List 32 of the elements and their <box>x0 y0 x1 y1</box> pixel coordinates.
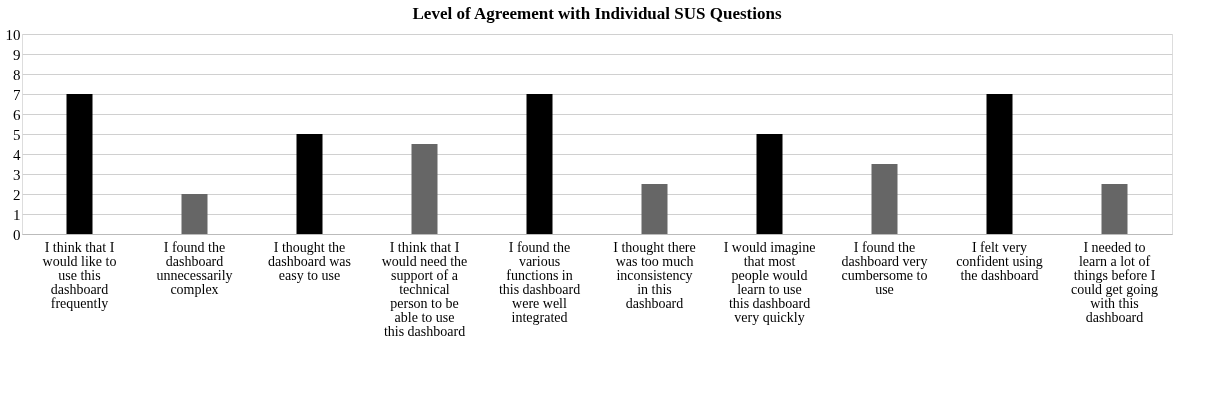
x-tick-label: I needed to learn a lot of things before I could get going with this dashboard <box>1070 239 1159 325</box>
y-tick-label: 8 <box>13 66 21 83</box>
y-tick-label: 10 <box>5 26 21 43</box>
y-tick-label: 5 <box>13 126 21 143</box>
x-tick-label: I found the dashboard unnecessarily complex <box>156 239 233 297</box>
chart-title: Level of Agreement with Individual SUS Questions <box>412 4 782 23</box>
x-tick-label: I think that I would like to use this dashboard frequently <box>42 239 117 311</box>
x-tick-label: I found the various functions in this dashboard were well integrated <box>498 239 581 325</box>
bar <box>986 94 1013 234</box>
y-tick-label: 7 <box>13 86 21 103</box>
x-tick-label: I think that I would need the support of a technical person to be able to use this dashboard <box>381 239 468 339</box>
bar <box>526 94 553 234</box>
bar <box>1101 184 1128 234</box>
y-tick-label: 1 <box>13 206 21 223</box>
y-tick-label: 6 <box>13 106 21 123</box>
y-tick-label: 9 <box>13 46 21 63</box>
bar <box>641 184 668 234</box>
bar <box>756 134 783 234</box>
y-tick-label: 0 <box>13 226 21 243</box>
x-tick-label: I thought there was too much inconsistency in this dashboard <box>613 239 696 311</box>
y-tick-label: 2 <box>13 186 21 203</box>
y-tick-label: 4 <box>13 146 21 163</box>
x-tick-label: I found the dashboard very cumbersome to use <box>841 239 928 297</box>
bar <box>411 144 438 234</box>
x-tick-label: I thought the dashboard was easy to use <box>268 239 351 283</box>
bar <box>871 164 898 234</box>
y-tick-label: 3 <box>13 166 21 183</box>
bar <box>181 194 208 234</box>
x-tick-label: I would imagine that most people would learn to use this dashboard very quickly <box>723 239 816 325</box>
bar <box>296 134 323 234</box>
x-tick-label: I felt very confident using the dashboard <box>956 239 1043 283</box>
bar <box>66 94 93 234</box>
